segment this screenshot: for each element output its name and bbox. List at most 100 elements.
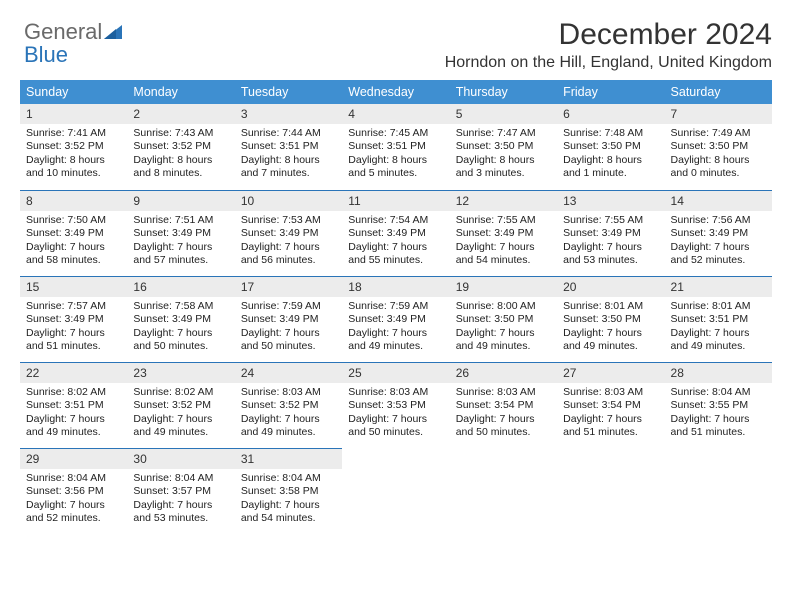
sunset-text: Sunset: 3:51 PM <box>26 399 121 412</box>
brand-part2: Blue <box>24 42 68 67</box>
sunrise-text: Sunrise: 7:59 AM <box>348 300 443 313</box>
sunrise-text: Sunrise: 7:58 AM <box>133 300 228 313</box>
daylight-text: Daylight: 7 hours and 51 minutes. <box>671 413 766 440</box>
daylight-text: Daylight: 7 hours and 49 minutes. <box>26 413 121 440</box>
calendar-day-cell: 18Sunrise: 7:59 AMSunset: 3:49 PMDayligh… <box>342 276 449 362</box>
day-number: 6 <box>557 104 664 124</box>
sunset-text: Sunset: 3:50 PM <box>563 140 658 153</box>
sunrise-text: Sunrise: 8:01 AM <box>563 300 658 313</box>
calendar-week-row: 22Sunrise: 8:02 AMSunset: 3:51 PMDayligh… <box>20 362 772 448</box>
calendar-day-cell: 27Sunrise: 8:03 AMSunset: 3:54 PMDayligh… <box>557 362 664 448</box>
day-details: Sunrise: 7:55 AMSunset: 3:49 PMDaylight:… <box>450 211 557 272</box>
sunset-text: Sunset: 3:49 PM <box>456 227 551 240</box>
sunrise-text: Sunrise: 8:03 AM <box>456 386 551 399</box>
sunrise-text: Sunrise: 7:59 AM <box>241 300 336 313</box>
day-details: Sunrise: 7:45 AMSunset: 3:51 PMDaylight:… <box>342 124 449 185</box>
calendar-day-cell: 12Sunrise: 7:55 AMSunset: 3:49 PMDayligh… <box>450 190 557 276</box>
day-details: Sunrise: 7:49 AMSunset: 3:50 PMDaylight:… <box>665 124 772 185</box>
calendar-day-cell: 25Sunrise: 8:03 AMSunset: 3:53 PMDayligh… <box>342 362 449 448</box>
day-number: 22 <box>20 362 127 383</box>
daylight-text: Daylight: 8 hours and 3 minutes. <box>456 154 551 181</box>
day-details: Sunrise: 7:44 AMSunset: 3:51 PMDaylight:… <box>235 124 342 185</box>
calendar-empty-cell <box>342 448 449 534</box>
sunrise-text: Sunrise: 7:50 AM <box>26 214 121 227</box>
day-number: 20 <box>557 276 664 297</box>
daylight-text: Daylight: 7 hours and 50 minutes. <box>348 413 443 440</box>
sunrise-text: Sunrise: 7:55 AM <box>563 214 658 227</box>
brand-logo: General Blue <box>24 20 124 66</box>
day-number: 18 <box>342 276 449 297</box>
day-details: Sunrise: 7:41 AMSunset: 3:52 PMDaylight:… <box>20 124 127 185</box>
day-details: Sunrise: 7:51 AMSunset: 3:49 PMDaylight:… <box>127 211 234 272</box>
sunset-text: Sunset: 3:49 PM <box>26 227 121 240</box>
day-details: Sunrise: 7:54 AMSunset: 3:49 PMDaylight:… <box>342 211 449 272</box>
sunset-text: Sunset: 3:49 PM <box>26 313 121 326</box>
day-details: Sunrise: 8:03 AMSunset: 3:54 PMDaylight:… <box>450 383 557 444</box>
daylight-text: Daylight: 7 hours and 49 minutes. <box>348 327 443 354</box>
calendar-day-cell: 24Sunrise: 8:03 AMSunset: 3:52 PMDayligh… <box>235 362 342 448</box>
day-number: 23 <box>127 362 234 383</box>
sunset-text: Sunset: 3:52 PM <box>133 399 228 412</box>
sunset-text: Sunset: 3:54 PM <box>563 399 658 412</box>
day-details: Sunrise: 7:59 AMSunset: 3:49 PMDaylight:… <box>235 297 342 358</box>
daylight-text: Daylight: 7 hours and 50 minutes. <box>241 327 336 354</box>
daylight-text: Daylight: 7 hours and 49 minutes. <box>133 413 228 440</box>
day-number: 27 <box>557 362 664 383</box>
day-details: Sunrise: 8:01 AMSunset: 3:50 PMDaylight:… <box>557 297 664 358</box>
sunrise-text: Sunrise: 7:43 AM <box>133 127 228 140</box>
location-subtitle: Horndon on the Hill, England, United Kin… <box>20 54 772 72</box>
day-number: 29 <box>20 448 127 469</box>
weekday-header: Thursday <box>450 80 557 104</box>
weekday-header: Saturday <box>665 80 772 104</box>
sunrise-text: Sunrise: 7:54 AM <box>348 214 443 227</box>
daylight-text: Daylight: 7 hours and 53 minutes. <box>133 499 228 526</box>
day-details: Sunrise: 7:59 AMSunset: 3:49 PMDaylight:… <box>342 297 449 358</box>
sunrise-text: Sunrise: 7:49 AM <box>671 127 766 140</box>
day-details: Sunrise: 7:43 AMSunset: 3:52 PMDaylight:… <box>127 124 234 185</box>
page-header: December 2024 Horndon on the Hill, Engla… <box>20 18 772 72</box>
sunset-text: Sunset: 3:49 PM <box>563 227 658 240</box>
sunrise-text: Sunrise: 7:56 AM <box>671 214 766 227</box>
sunset-text: Sunset: 3:51 PM <box>671 313 766 326</box>
day-number: 26 <box>450 362 557 383</box>
daylight-text: Daylight: 7 hours and 49 minutes. <box>456 327 551 354</box>
daylight-text: Daylight: 7 hours and 49 minutes. <box>563 327 658 354</box>
day-details: Sunrise: 8:00 AMSunset: 3:50 PMDaylight:… <box>450 297 557 358</box>
calendar-empty-cell <box>450 448 557 534</box>
daylight-text: Daylight: 8 hours and 1 minute. <box>563 154 658 181</box>
sunset-text: Sunset: 3:57 PM <box>133 485 228 498</box>
calendar-day-cell: 22Sunrise: 8:02 AMSunset: 3:51 PMDayligh… <box>20 362 127 448</box>
daylight-text: Daylight: 7 hours and 49 minutes. <box>671 327 766 354</box>
sunrise-text: Sunrise: 8:00 AM <box>456 300 551 313</box>
calendar-week-row: 15Sunrise: 7:57 AMSunset: 3:49 PMDayligh… <box>20 276 772 362</box>
sunset-text: Sunset: 3:51 PM <box>241 140 336 153</box>
day-number: 17 <box>235 276 342 297</box>
sunset-text: Sunset: 3:52 PM <box>133 140 228 153</box>
calendar-day-cell: 14Sunrise: 7:56 AMSunset: 3:49 PMDayligh… <box>665 190 772 276</box>
sunrise-text: Sunrise: 8:04 AM <box>671 386 766 399</box>
day-number: 25 <box>342 362 449 383</box>
day-details: Sunrise: 7:47 AMSunset: 3:50 PMDaylight:… <box>450 124 557 185</box>
day-details: Sunrise: 8:04 AMSunset: 3:58 PMDaylight:… <box>235 469 342 530</box>
daylight-text: Daylight: 8 hours and 10 minutes. <box>26 154 121 181</box>
day-number: 14 <box>665 190 772 211</box>
day-number: 12 <box>450 190 557 211</box>
sunset-text: Sunset: 3:58 PM <box>241 485 336 498</box>
calendar-day-cell: 9Sunrise: 7:51 AMSunset: 3:49 PMDaylight… <box>127 190 234 276</box>
calendar-day-cell: 23Sunrise: 8:02 AMSunset: 3:52 PMDayligh… <box>127 362 234 448</box>
calendar-empty-cell <box>557 448 664 534</box>
calendar-day-cell: 15Sunrise: 7:57 AMSunset: 3:49 PMDayligh… <box>20 276 127 362</box>
daylight-text: Daylight: 7 hours and 51 minutes. <box>563 413 658 440</box>
sunset-text: Sunset: 3:52 PM <box>26 140 121 153</box>
sunset-text: Sunset: 3:50 PM <box>563 313 658 326</box>
day-number: 10 <box>235 190 342 211</box>
daylight-text: Daylight: 7 hours and 52 minutes. <box>26 499 121 526</box>
sunrise-text: Sunrise: 7:44 AM <box>241 127 336 140</box>
daylight-text: Daylight: 7 hours and 54 minutes. <box>241 499 336 526</box>
sunset-text: Sunset: 3:49 PM <box>133 227 228 240</box>
day-details: Sunrise: 7:55 AMSunset: 3:49 PMDaylight:… <box>557 211 664 272</box>
weekday-header: Wednesday <box>342 80 449 104</box>
calendar-day-cell: 1Sunrise: 7:41 AMSunset: 3:52 PMDaylight… <box>20 104 127 190</box>
day-number: 11 <box>342 190 449 211</box>
sunrise-text: Sunrise: 8:04 AM <box>241 472 336 485</box>
